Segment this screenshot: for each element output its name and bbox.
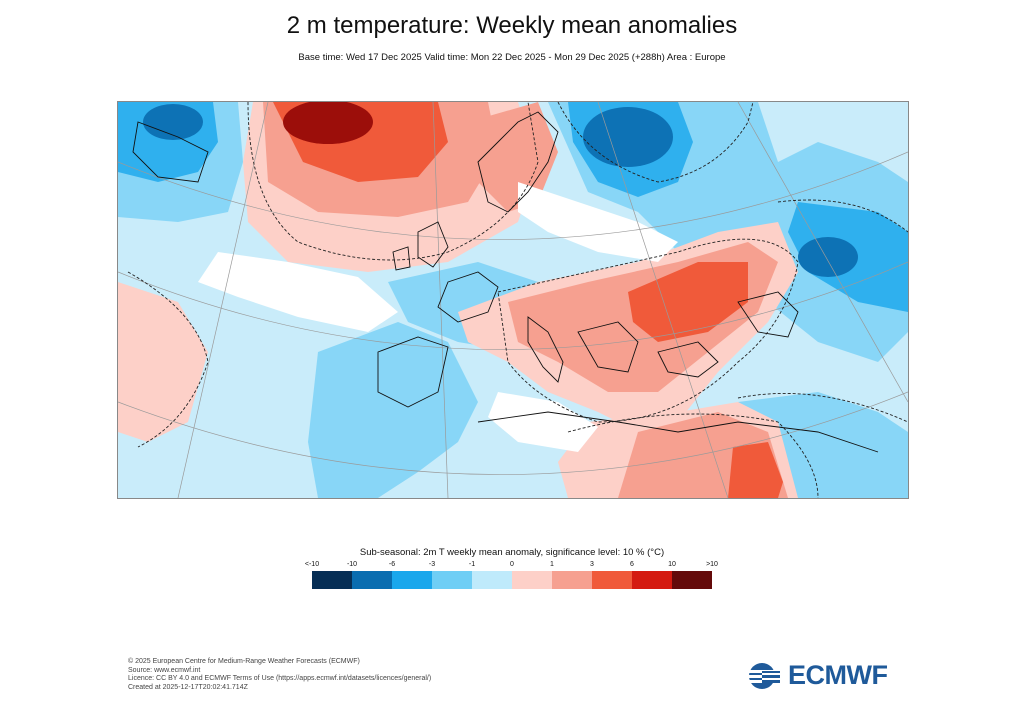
warm-strong-region-balkans	[628, 262, 748, 342]
legend-tick: -6	[388, 561, 396, 568]
cold-deep-core-russia	[583, 107, 673, 167]
legend-colorbar	[312, 571, 712, 589]
ecmwf-logo-text: ECMWF	[788, 660, 888, 690]
licence-text: Licence: CC BY 4.0 and ECMWF Terms of Us…	[128, 675, 432, 682]
legend-swatch	[512, 571, 552, 589]
cold-deep-core-east	[798, 237, 858, 277]
copyright-text: © 2025 European Centre for Medium-Range …	[128, 658, 360, 665]
cold-mid-region-iberia	[308, 322, 478, 498]
legend-swatch	[672, 571, 712, 589]
source-text: Source: www.ecmwf.int	[128, 666, 201, 674]
neutral-band-mediterranean	[488, 392, 598, 452]
legend-tick: <-10	[304, 561, 320, 568]
legend-swatch	[552, 571, 592, 589]
chart-title: 2 m temperature: Weekly mean anomalies	[286, 12, 738, 39]
legend-swatch	[632, 571, 672, 589]
legend-swatch	[432, 571, 472, 589]
legend-swatch	[592, 571, 632, 589]
chart-subtitle: Base time: Wed 17 Dec 2025 Valid time: M…	[298, 52, 726, 63]
legend-swatch	[392, 571, 432, 589]
significance-contours	[127, 102, 908, 498]
legend-swatch	[312, 571, 352, 589]
legend-tick: 1	[550, 561, 554, 568]
cold-deep-core-nw	[143, 104, 203, 140]
legend-tick: 10	[668, 561, 676, 568]
legend-swatch	[472, 571, 512, 589]
ecmwf-logo: ECMWF	[748, 660, 908, 692]
warm-light-region-atlantic-west	[118, 282, 208, 442]
legend-tick: -10	[346, 561, 358, 568]
legend-ticks: <-10 -10 -6 -3 -1 0 1 3 6 10 >10	[305, 561, 718, 571]
map-canvas	[118, 102, 908, 498]
footer: © 2025 European Centre for Medium-Range …	[128, 658, 431, 692]
created-text: Created at 2025-12-17T20:02:41.714Z	[128, 683, 248, 691]
legend-tick: >10	[706, 561, 718, 568]
legend-tick: 6	[630, 561, 634, 568]
neutral-band-atlantic	[198, 252, 398, 332]
ecmwf-logo-icon	[748, 663, 786, 689]
warm-strong-region-africa	[728, 442, 783, 498]
neutral-band-central	[518, 182, 678, 262]
legend-tick: 3	[590, 561, 594, 568]
warm-mid-region-scandinavia	[468, 102, 558, 212]
legend-tick: 0	[510, 561, 514, 568]
coastlines	[132, 111, 879, 453]
legend-tick: -3	[428, 561, 436, 568]
legend-swatch	[352, 571, 392, 589]
legend-title: Sub-seasonal: 2m T weekly mean anomaly, …	[359, 547, 665, 558]
anomaly-map	[117, 101, 909, 499]
warm-deep-core-greenland	[283, 102, 373, 144]
legend-tick: -1	[468, 561, 476, 568]
